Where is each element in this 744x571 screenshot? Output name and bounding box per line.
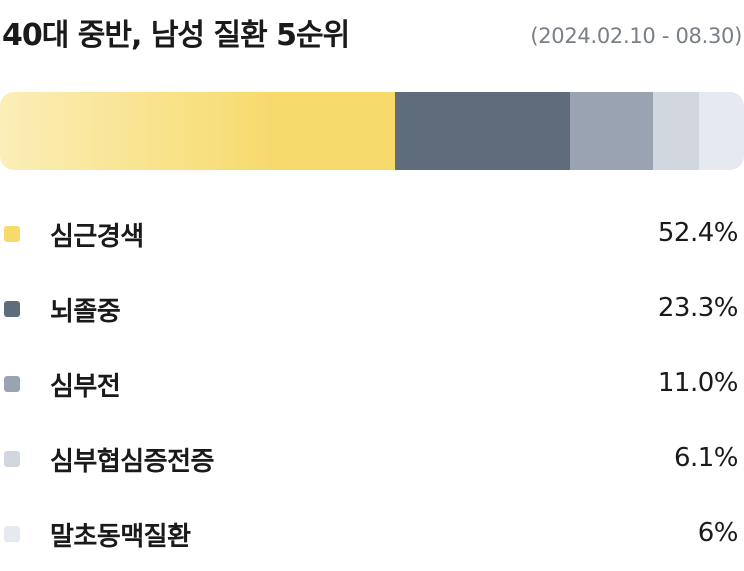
legend-value: 23.3% — [657, 293, 739, 323]
bar-segment-2 — [394, 92, 571, 170]
legend-label: 뇌졸중 — [50, 297, 121, 327]
legend-label: 심근경색 — [50, 222, 144, 252]
legend-swatch — [4, 451, 20, 467]
legend-value: 6% — [697, 518, 739, 548]
legend-value: 6.1% — [673, 443, 739, 473]
date-range: (2024.02.10 - 08.30) — [530, 24, 742, 48]
stacked-bar — [0, 92, 744, 170]
legend-swatch — [4, 226, 20, 242]
legend-value: 52.4% — [657, 218, 739, 248]
legend-value: 11.0% — [657, 368, 739, 398]
bar-segment-4 — [652, 92, 699, 170]
legend-item: 심부전 11.0% — [0, 346, 744, 421]
legend-label: 말초동맥질환 — [50, 522, 191, 552]
legend-swatch — [4, 301, 20, 317]
chart-title: 40대 중반, 남성 질환 5순위 — [2, 18, 350, 53]
legend: 심근경색 52.4% 뇌졸중 23.3% 심부전 11.0% 심부협심증전증 6.1% 말초동맥… — [0, 196, 744, 571]
legend-label: 심부협심증전증 — [50, 447, 214, 477]
legend-swatch — [4, 526, 20, 542]
chart-header: 40대 중반, 남성 질환 5순위 (2024.02.10 - 08.30) — [0, 0, 744, 70]
legend-item: 심부협심증전증 6.1% — [0, 421, 744, 496]
legend-item: 심근경색 52.4% — [0, 196, 744, 271]
bar-segment-3 — [570, 92, 653, 170]
legend-swatch — [4, 376, 20, 392]
legend-item: 말초동맥질환 6% — [0, 496, 744, 571]
legend-item: 뇌졸중 23.3% — [0, 271, 744, 346]
legend-label: 심부전 — [50, 372, 121, 402]
bar-segment-5 — [698, 92, 744, 170]
bar-segment-1 — [0, 92, 395, 170]
